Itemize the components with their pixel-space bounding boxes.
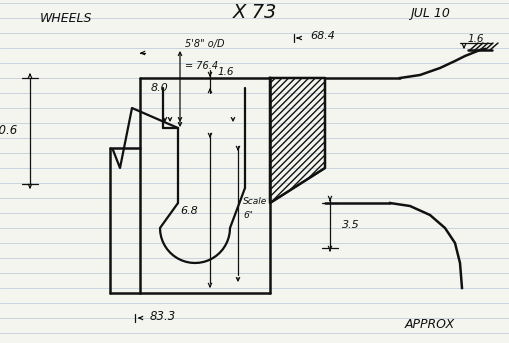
Text: 5'8" o/D: 5'8" o/D [185,39,224,49]
Text: 83.3: 83.3 [150,309,176,322]
Text: X 73: X 73 [232,3,277,23]
Text: WHEELS: WHEELS [40,12,92,24]
Text: JUL 10: JUL 10 [409,7,449,20]
Text: Scale: Scale [242,197,267,205]
Text: 1.6: 1.6 [217,67,234,77]
Text: APPROX: APPROX [404,319,454,331]
Text: 1.6: 1.6 [467,34,484,44]
Text: = 76.4: = 76.4 [185,61,218,71]
Text: 8.0: 8.0 [150,83,167,93]
Text: 3.5: 3.5 [342,220,359,230]
Text: 68.4: 68.4 [309,31,334,41]
Text: 6.8: 6.8 [180,206,197,216]
Text: 6": 6" [242,212,252,221]
Text: 10.6: 10.6 [0,125,18,138]
